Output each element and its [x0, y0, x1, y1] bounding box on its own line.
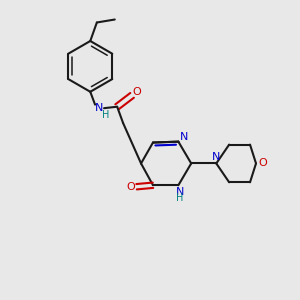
Text: N: N [180, 133, 188, 142]
Text: O: O [126, 182, 135, 192]
Text: N: N [94, 103, 103, 113]
Text: H: H [176, 194, 184, 203]
Text: O: O [258, 158, 267, 168]
Text: N: N [176, 187, 184, 197]
Text: N: N [212, 152, 220, 162]
Text: O: O [132, 87, 141, 97]
Text: H: H [102, 110, 110, 120]
